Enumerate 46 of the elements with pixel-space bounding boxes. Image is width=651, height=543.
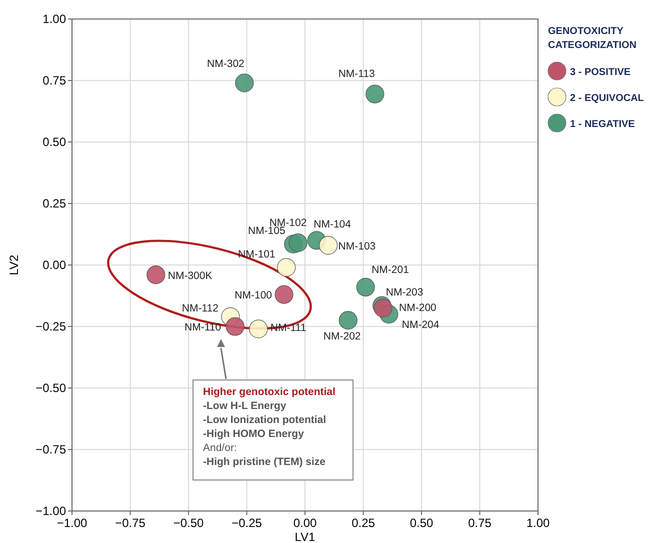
y-tick-label: 0.50 [42, 135, 66, 149]
y-axis-title: LV2 [7, 254, 21, 276]
data-label: NM-111 [270, 322, 306, 334]
x-axis-title: LV1 [294, 530, 316, 543]
x-tick-label: −1.00 [56, 516, 88, 530]
y-tick-label: 1.00 [42, 12, 66, 26]
x-tick-label: −0.50 [173, 516, 204, 530]
x-tick-label: 0.00 [293, 516, 317, 530]
data-label: NM-204 [402, 319, 440, 332]
data-label: NM-112 [182, 302, 219, 315]
annotation: -Low H-L Energy [203, 400, 286, 412]
legend-label: 3 - POSITIVE [570, 67, 631, 78]
legend-label: 2 - EQUIVOCAL [570, 93, 644, 104]
data-label: NM-101 [238, 248, 276, 260]
data-label: NM-103 [338, 240, 376, 252]
annotation: -High pristine (TEM) size [203, 456, 326, 468]
data-label: NM-113 [338, 68, 376, 80]
y-tick-label: −0.50 [36, 381, 66, 395]
y-tick-label: −1.00 [36, 504, 66, 518]
x-tick-label: −0.25 [232, 516, 262, 530]
y-tick-label: −0.25 [36, 320, 66, 334]
data-label: NM-201 [372, 264, 410, 276]
y-tick-label: −0.75 [36, 442, 66, 456]
legend-label: 1 - NEGATIVE [570, 119, 636, 130]
x-tick-label: 0.50 [410, 516, 434, 530]
y-tick-label: 0.75 [42, 74, 66, 88]
data-label: NM-302 [207, 58, 245, 70]
x-tick-label: 0.75 [468, 516, 492, 530]
data-label: NM-104 [314, 218, 352, 230]
x-tick-label: −0.75 [115, 516, 146, 530]
x-tick-label: 1.00 [526, 516, 550, 530]
data-label: NM-202 [323, 330, 361, 342]
legend-title: GENOTOXICITY CATEGORIZATION [548, 26, 637, 51]
annotation: -High HOMO Energy [203, 428, 304, 440]
data-label: NM-100 [234, 290, 272, 302]
data-label: NM-203 [386, 286, 424, 299]
annotation: -Low Ionization potential [203, 414, 326, 426]
annotation: And/or: [203, 442, 237, 454]
x-tick-label: 0.25 [352, 516, 376, 530]
y-tick-label: 0.25 [42, 196, 66, 210]
data-label: NM-200 [399, 302, 437, 314]
data-label: NM-300K [168, 270, 212, 282]
y-tick-label: 0.00 [42, 258, 66, 272]
data-label: NM-105 [248, 225, 286, 238]
data-label: NM-110 [184, 322, 222, 334]
annotation: Higher genotoxic potential [203, 386, 336, 398]
